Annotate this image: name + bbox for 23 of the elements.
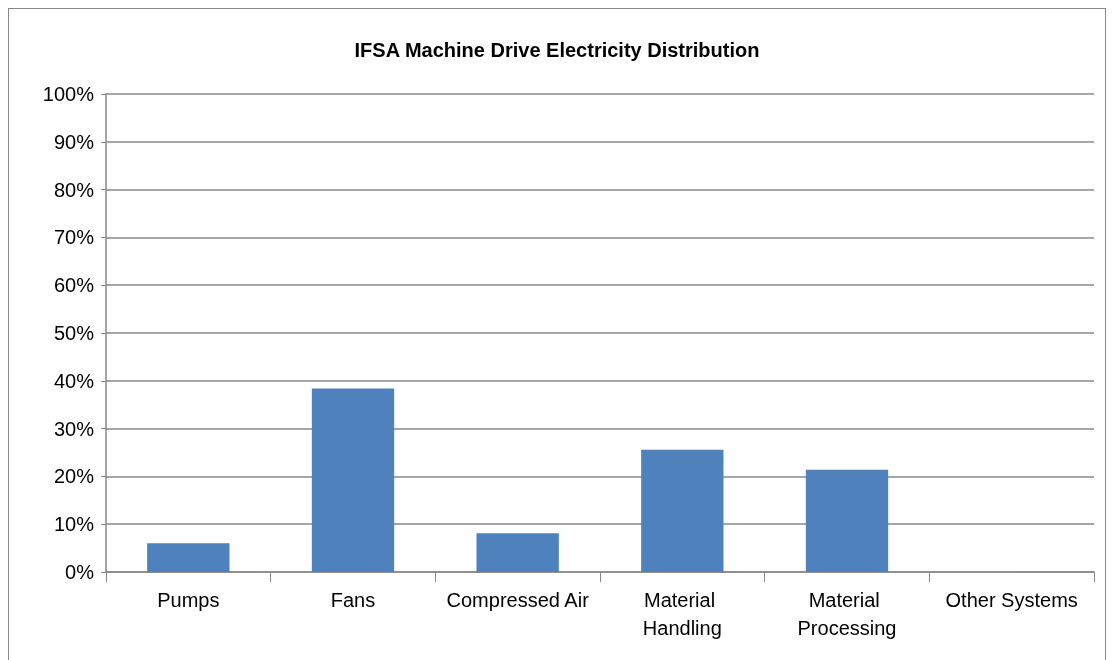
- bar: [147, 543, 230, 572]
- y-tick-label: 100%: [42, 83, 95, 105]
- x-tick-label: Material Processing: [797, 589, 897, 639]
- y-tick-label: 10%: [53, 513, 95, 536]
- bar: [476, 533, 559, 572]
- y-tick-label: 0%: [65, 561, 95, 583]
- x-tick-label: Other Systems: [945, 589, 1078, 611]
- y-tick-label: 60%: [53, 274, 95, 297]
- y-tick-label: 20%: [53, 465, 95, 488]
- x-tick-label: Material Handling: [642, 589, 722, 639]
- bar: [805, 469, 889, 572]
- y-tick-label: 50%: [53, 322, 95, 344]
- y-tick-label: 30%: [53, 417, 95, 440]
- bar: [311, 388, 395, 572]
- y-tick-label: 80%: [53, 178, 95, 201]
- chart-title: IFSA Machine Drive Electricity Distribution: [354, 39, 760, 61]
- x-tick-label: Fans: [330, 589, 376, 611]
- y-tick-label: 40%: [53, 369, 95, 392]
- x-tick-label: Compressed Air: [446, 589, 590, 611]
- x-tick-label: Pumps: [157, 589, 220, 611]
- y-tick-label: 90%: [53, 130, 95, 153]
- y-tick-label: 70%: [53, 226, 95, 249]
- bar: [641, 449, 724, 572]
